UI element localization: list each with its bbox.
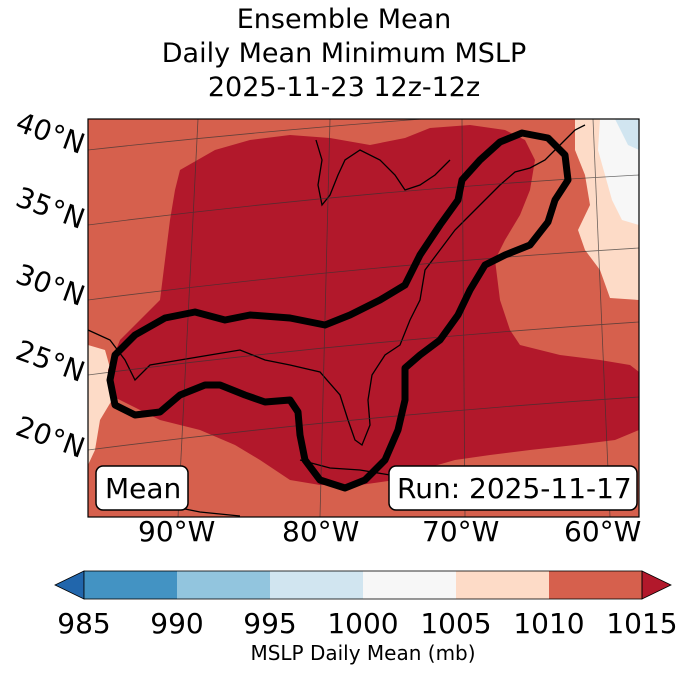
colorbar-tick-985: 985 [57, 607, 110, 640]
title-line-1: Ensemble Mean [236, 4, 452, 35]
pressure-field [88, 119, 639, 517]
lat-label-25: 25°N [12, 334, 90, 389]
colorbar-bin-1000-1005 [363, 571, 456, 599]
lon-label-60w: 60°W [564, 515, 641, 548]
mean-box-label: Mean [105, 472, 181, 505]
field-1005-1010-sw [88, 345, 112, 465]
colorbar-tick-1010: 1010 [513, 607, 584, 640]
colorbar-frame [83, 570, 643, 600]
colorbar-tick-1015: 1015 [606, 607, 677, 640]
colorbar-tick-1005: 1005 [420, 607, 491, 640]
colorbar-extend-min [54, 570, 85, 600]
run-box [388, 465, 638, 511]
title-line-2: Daily Mean Minimum MSLP [161, 38, 527, 69]
field-995-1000 [615, 119, 639, 150]
run-box-label: Run: 2025-11-17 [397, 472, 632, 505]
map-frame [87, 118, 640, 518]
lat-label-35: 35°N [12, 181, 90, 236]
colorbar-bin-995-1000 [270, 571, 363, 599]
lon-label-80w: 80°W [282, 515, 359, 548]
colorbar-label: MSLP Daily Mean (mb) [250, 641, 475, 665]
lat-label-20: 20°N [12, 410, 90, 465]
lat-label-40: 40°N [12, 106, 90, 161]
colorbar-bin-985-990 [84, 571, 177, 599]
mean-box [95, 465, 189, 511]
lon-label-70w: 70°W [422, 515, 499, 548]
colorbar: 985 990 995 1000 1005 1010 1015 MSLP Dai… [54, 570, 678, 665]
lat-label-30: 30°N [12, 258, 90, 313]
colorbar-tick-1000: 1000 [327, 607, 398, 640]
colorbar-tick-995: 995 [243, 607, 296, 640]
colorbar-bin-990-995 [177, 571, 270, 599]
mean-contour [106, 129, 572, 492]
lon-label-90w: 90°W [138, 515, 215, 548]
colorbar-bin-1005-1010 [456, 571, 549, 599]
colorbar-tick-990: 990 [150, 607, 203, 640]
colorbar-extend-max [641, 570, 672, 600]
field-1000-1005 [598, 119, 639, 225]
colorbar-bin-1010-1015 [549, 571, 642, 599]
title-line-3: 2025-11-23 12z-12z [207, 72, 481, 103]
